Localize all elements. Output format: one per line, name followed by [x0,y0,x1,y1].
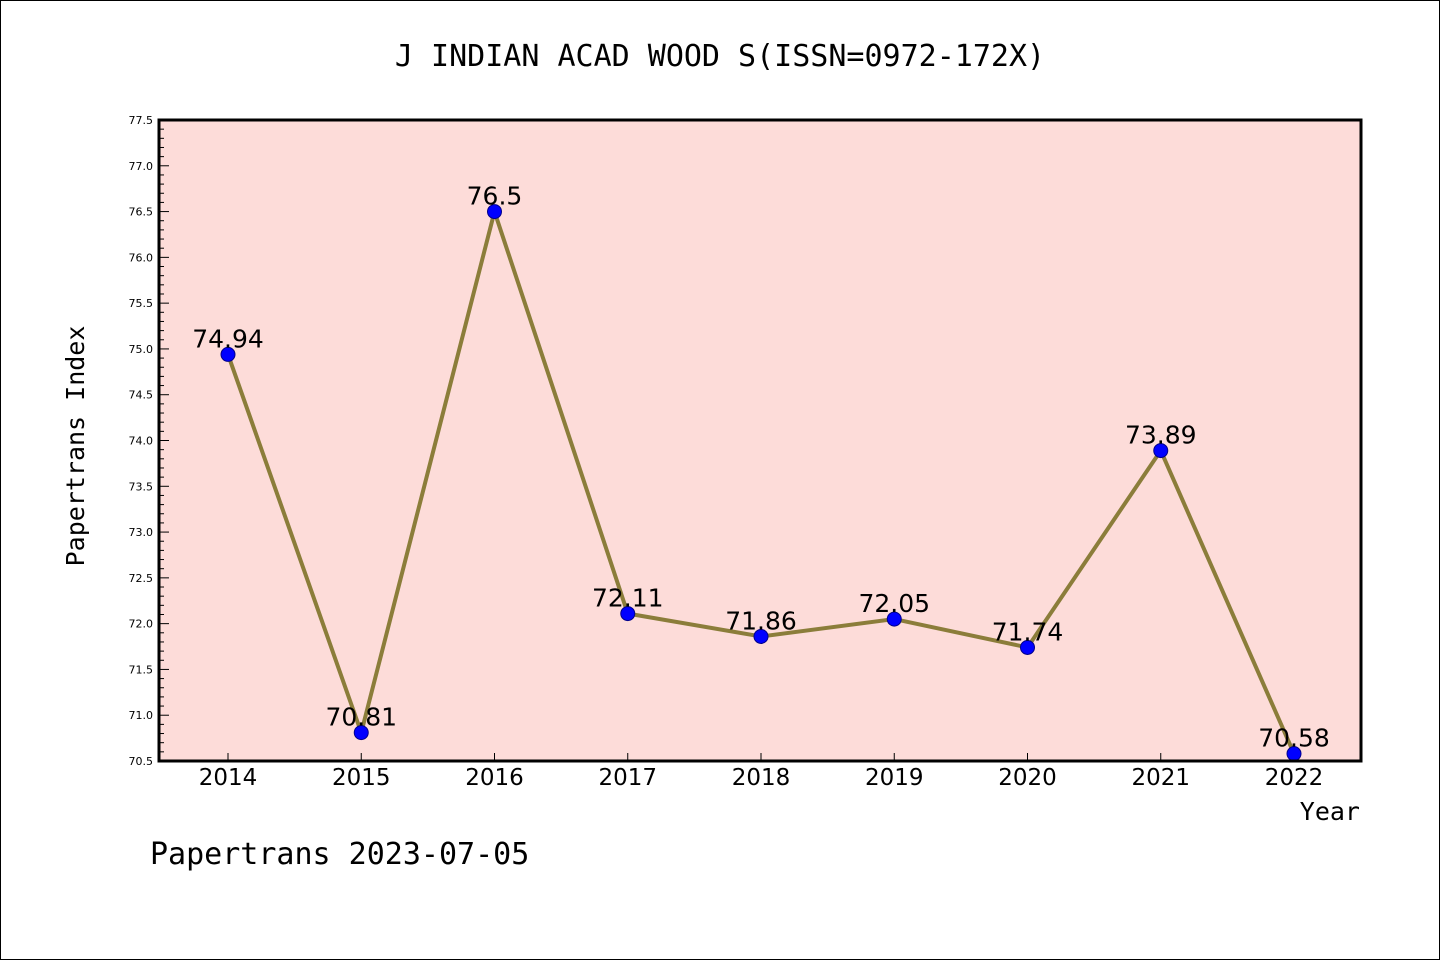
y-tick-label: 77.5 [129,114,154,127]
data-label: 76.5 [467,182,523,211]
y-axis-title: Papertrans Index [61,326,90,567]
data-point [487,204,502,220]
y-tick-label: 77.0 [129,160,154,173]
data-label: 74.94 [192,324,264,353]
y-tick-label: 73.0 [129,526,154,539]
y-tick-label: 71.5 [129,663,154,676]
data-point [620,606,636,622]
data-point [353,725,369,741]
x-tick-label: 2014 [199,765,258,791]
x-tick-label: 2021 [1131,765,1190,791]
y-tick-label: 71.0 [129,709,154,722]
y-tick-label: 72.5 [129,572,154,585]
y-tick-label: 74.5 [129,389,154,402]
data-point [220,346,236,362]
x-tick-label: 2022 [1265,765,1324,791]
footer-text: Papertrans 2023-07-05 [150,837,529,872]
y-tick-label: 76.0 [129,251,154,264]
y-axis: 70.5 71.0 71.5 72.0 72.5 73.0 73.5 74.0 74.5 75.0… [129,114,169,768]
data-label: 71.74 [992,617,1064,646]
y-tick-label: 75.0 [129,343,154,356]
plot-area [159,120,1361,761]
y-tick-label: 72.0 [129,618,154,631]
data-label: 70.58 [1258,724,1330,753]
x-tick-label: 2020 [998,765,1057,791]
y-tick-label: 75.5 [129,297,154,310]
data-labels: 74.94 70.81 76.5 72.11 71.86 72.05 71.74 73.89 7… [192,182,1330,753]
y-tick-label: 70.5 [129,755,154,768]
chart-title: J INDIAN ACAD WOOD S(ISSN=0972-172X) [395,39,1045,74]
y-tick-label: 74.0 [129,435,154,448]
data-label: 72.11 [592,584,664,613]
data-label: 71.86 [725,606,797,635]
data-point [1020,639,1035,655]
data-point [886,611,902,627]
data-label: 73.89 [1125,421,1197,450]
x-tick-label: 2018 [732,765,791,791]
data-label: 72.05 [858,589,930,618]
data-point [753,628,769,644]
x-tick-label: 2015 [332,765,391,791]
series-markers [220,204,1302,762]
x-tick-label: 2019 [865,765,924,791]
y-tick-label: 73.5 [129,480,154,493]
x-axis: 2014 2015 2016 2017 2018 2019 2020 2021 2022 [199,753,1324,791]
plot-border [157,118,1363,763]
x-axis-title: Year [1300,797,1360,826]
data-label: 70.81 [325,703,397,732]
x-tick-label: 2017 [598,765,657,791]
x-tick-label: 2016 [465,765,524,791]
data-point [1153,443,1169,459]
y-tick-label: 76.5 [129,206,154,219]
